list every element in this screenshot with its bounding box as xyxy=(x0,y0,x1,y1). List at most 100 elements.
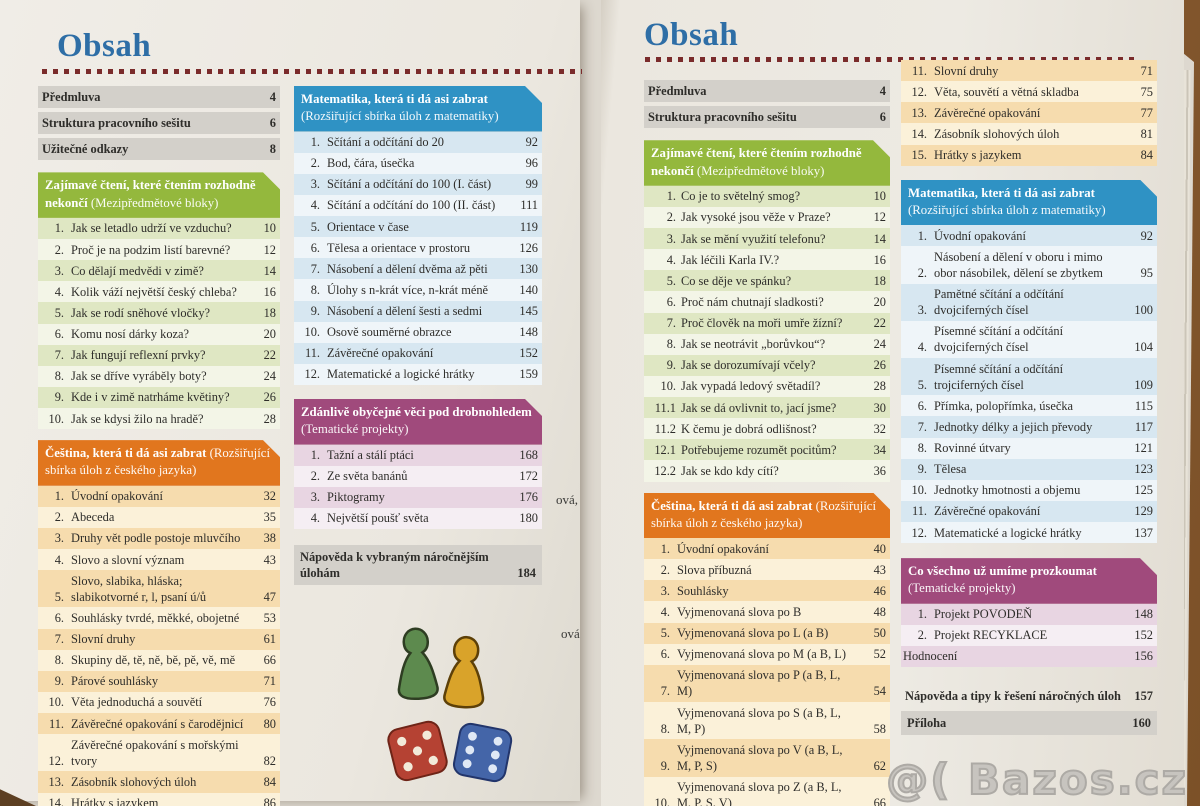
toc-item-number: 11. xyxy=(304,346,320,361)
toc-item-number: 8. xyxy=(54,369,64,384)
priloha-label: Příloha xyxy=(907,716,947,731)
dotted-rule xyxy=(645,57,1137,62)
toc-item: 9. Párové souhlásky 71 xyxy=(38,670,280,692)
toc-item: 5. Orientace v čase 119 xyxy=(294,216,542,238)
toc-item: 3. Pamětné sčítání a odčítání dvojcifern… xyxy=(901,283,1157,321)
toc-item-page: 104 xyxy=(1134,340,1153,355)
toc-item-page: 86 xyxy=(263,796,276,806)
section-reading-header: Zajímavé čtení, které čtením rozhodně ne… xyxy=(644,140,890,186)
toc-item-number: 2. xyxy=(310,469,320,484)
toc-item-page: 62 xyxy=(873,758,886,773)
toc-item-label: Orientace v čase xyxy=(327,219,409,234)
front-matter-list: Předmluva 4 Struktura pracovního sešitu … xyxy=(38,86,280,161)
toc-item: 6. Souhlásky tvrdé, měkké, obojetné 53 xyxy=(38,607,280,629)
toc-item: 5. Písemné sčítání a odčítání trojcifern… xyxy=(901,358,1157,396)
toc-item-number: 12.2 xyxy=(654,463,676,478)
pawn-yellow-icon xyxy=(443,635,485,709)
toc-item-label: Písemné sčítání a odčítání dvojciferných… xyxy=(934,324,1064,355)
toc-item-label: Vyjmenovaná slova po M (a B, L) xyxy=(677,647,846,662)
toc-item: 8. Úlohy s n-krát více, n-krát méně 140 xyxy=(294,279,542,301)
toc-item-number: 6. xyxy=(54,327,64,342)
toc-item: 3. Co dělají medvědi v zimě? 14 xyxy=(38,260,280,282)
toc-item-label: Ze světa banánů xyxy=(327,469,408,484)
toc-item: 2. Proč je na podzim listí barevné? 12 xyxy=(38,239,280,261)
toc-item-label: Souhlásky xyxy=(677,583,729,598)
toc-item-page: 156 xyxy=(1134,649,1153,664)
toc-list: 1. Co je to světelný smog? 10 2. Jak vys… xyxy=(644,185,890,482)
toc-item-number: 10. xyxy=(654,796,671,806)
toc-item-page: 95 xyxy=(1140,265,1153,280)
toc-item: 2. Abeceda 35 xyxy=(38,506,280,528)
toc-item-number: 1. xyxy=(666,189,676,204)
toc-item-number: 5. xyxy=(54,589,64,604)
toc-item-page: 43 xyxy=(263,552,276,567)
section-subtitle: (Rozšiřující sbírka úloh z matematiky) xyxy=(301,109,499,124)
toc-item: 3. Piktogramy 176 xyxy=(294,486,542,508)
page-left: Obsah Předmluva 4 Struktura pracovního s… xyxy=(0,0,582,806)
toc-item: 13. Závěrečné opakování 77 xyxy=(901,102,1157,124)
toc-item-page: 71 xyxy=(263,674,276,689)
toc-item-label: Jak se kdo kdy cítí? xyxy=(681,463,779,478)
toc-item-page: 18 xyxy=(263,305,276,320)
toc-item-number: 11. xyxy=(48,716,64,731)
toc-item-page: 24 xyxy=(873,337,886,352)
toc-item-page: 20 xyxy=(873,294,886,309)
toc-item: 2. Násobení a dělení v oboru i mimo obor… xyxy=(901,246,1157,284)
toc-item-number: 6. xyxy=(660,647,670,662)
toc-item-page: 119 xyxy=(519,219,538,234)
toc-item-page: 16 xyxy=(263,284,276,299)
toc-item-label: Proč nám chutnají sladkosti? xyxy=(681,294,824,309)
section-subtitle: (Rozšiřující sbírka úloh z českého jazyk… xyxy=(651,498,876,530)
toc-item-label: Projekt POVODEŇ xyxy=(934,607,1033,622)
toc-item-label: Potřebujeme rozumět pocitům? xyxy=(681,442,837,457)
toc-item-page: 53 xyxy=(263,610,276,625)
toc-item-number: 9. xyxy=(666,358,676,373)
toc-item: 5. Slovo, slabika, hláska; slabikotvorné… xyxy=(38,570,280,608)
toc-item-label: Násobení a dělení v oboru i mimo obor ná… xyxy=(934,249,1103,280)
toc-item: 1. Co je to světelný smog? 10 xyxy=(644,185,890,207)
toc-item-number: 4. xyxy=(54,284,64,299)
toc-item-number: 2. xyxy=(660,562,670,577)
toc-item-number: 11. xyxy=(911,504,927,519)
toc-item-label: Zásobník slohových úloh xyxy=(934,126,1060,141)
toc-item-number: 9. xyxy=(54,674,64,689)
toc-item-number: 11.2 xyxy=(654,421,676,436)
toc-item: 1. Úvodní opakování 32 xyxy=(38,485,280,507)
section-subtitle: (Rozšiřující sbírka úloh z českého jazyk… xyxy=(45,446,270,478)
toc-item: 2. Bod, čára, úsečka 96 xyxy=(294,152,542,174)
toc-item-label: Závěrečné opakování s čarodějnicí xyxy=(71,716,244,731)
toc-item: 11.1 Jak se dá ovlivnit to, jací jsme? 3… xyxy=(644,397,890,419)
toc-item-number: 10. xyxy=(660,379,677,394)
toc-item-number: 4. xyxy=(54,552,64,567)
toc-item: 10. Věta jednoduchá a souvětí 76 xyxy=(38,691,280,714)
toc-item-number: 14. xyxy=(911,126,928,141)
toc-item-number: 2. xyxy=(54,242,64,257)
right-column-1: Předmluva 4 Struktura pracovního sešitu … xyxy=(644,80,890,806)
toc-item-label: Násobení a dělení šesti a sedmi xyxy=(327,304,483,319)
toc-item-number: 12. xyxy=(48,753,65,768)
toc-item-label: Přímka, polopřímka, úsečka xyxy=(934,398,1074,413)
toc-item-label: Úvodní opakování xyxy=(934,228,1026,243)
toc-item: 2. Projekt RECYKLACE 152 xyxy=(901,624,1157,646)
toc-item-page: 34 xyxy=(873,442,886,457)
toc-item: 7. Vyjmenovaná slova po P (a B, L, M) 54 xyxy=(644,664,890,703)
toc-item-number: 4. xyxy=(917,340,927,355)
toc-item: 6. Proč nám chutnají sladkosti? 20 xyxy=(644,291,890,313)
toc-item-page: 30 xyxy=(873,400,886,415)
toc-item-label: Jak léčili Karla IV.? xyxy=(681,252,780,267)
section-cestina-header: Čeština, která ti dá asi zabrat (Rozšiřu… xyxy=(38,440,280,486)
toc-item-page: 40 xyxy=(873,541,886,556)
toc-item: 7. Proč člověk na moři umře žízní? 22 xyxy=(644,312,890,334)
toc-item-label: Bod, čára, úsečka xyxy=(327,156,415,171)
toc-item: 7. Jednotky délky a jejich převody 117 xyxy=(901,416,1157,438)
toc-item-label: Největší poušť světa xyxy=(327,511,429,526)
toc-item: 2. Jak vysoké jsou věže v Praze? 12 xyxy=(644,206,890,229)
toc-item-number: 3. xyxy=(54,531,64,546)
section-title: Matematika, která ti dá asi zabrat xyxy=(301,92,488,106)
toc-item-page: 10 xyxy=(263,221,276,236)
right-column-2: 11. Slovní druhy 71 12. Věta, souvětí a … xyxy=(901,60,1157,736)
toc-item-label: Osově souměrné obrazce xyxy=(327,325,452,340)
toc-item-label: Zásobník slohových úloh xyxy=(71,774,197,789)
toc-item-page: 115 xyxy=(1134,398,1153,413)
